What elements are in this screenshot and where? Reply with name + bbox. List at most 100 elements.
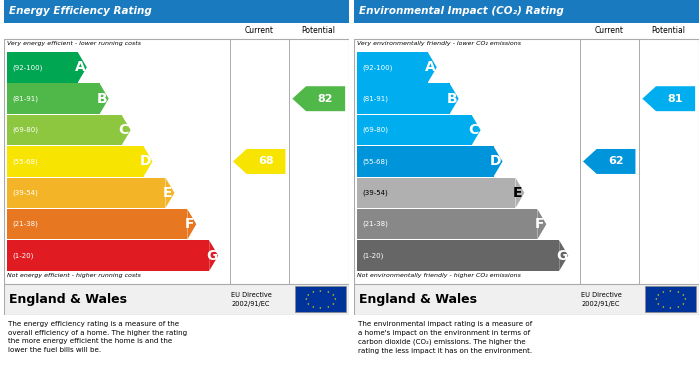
Bar [7, 146, 143, 177]
Polygon shape [122, 115, 131, 145]
Text: Current: Current [595, 26, 624, 35]
Bar [295, 286, 346, 312]
Text: G: G [206, 249, 217, 263]
Bar [357, 240, 559, 271]
Text: G: G [556, 249, 567, 263]
Text: F: F [185, 217, 195, 231]
Polygon shape [643, 86, 695, 111]
Text: ★: ★ [662, 290, 665, 294]
Text: ★: ★ [305, 297, 308, 301]
Text: B: B [97, 92, 107, 106]
Text: ★: ★ [319, 306, 322, 310]
Polygon shape [188, 209, 196, 239]
Polygon shape [559, 240, 568, 271]
Text: (21-38): (21-38) [12, 221, 38, 228]
Text: (92-100): (92-100) [362, 64, 393, 70]
Bar [357, 83, 449, 114]
Polygon shape [449, 83, 459, 114]
Bar [7, 240, 209, 271]
Text: ★: ★ [657, 293, 659, 297]
Text: (1-20): (1-20) [362, 252, 384, 259]
Bar [4, 0, 349, 23]
Text: Energy Efficiency Rating: Energy Efficiency Rating [8, 6, 151, 16]
Text: ★: ★ [682, 293, 685, 297]
Polygon shape [515, 178, 524, 208]
Text: D: D [140, 154, 151, 169]
Bar [357, 115, 472, 145]
Text: ★: ★ [312, 290, 315, 294]
Text: Not environmentally friendly - higher CO₂ emissions: Not environmentally friendly - higher CO… [357, 273, 521, 278]
Text: Very environmentally friendly - lower CO₂ emissions: Very environmentally friendly - lower CO… [357, 41, 521, 46]
Bar [354, 39, 699, 315]
Text: Current: Current [245, 26, 274, 35]
Polygon shape [233, 149, 286, 174]
Text: ★: ★ [655, 297, 658, 301]
Bar [7, 209, 188, 239]
Text: Not energy efficient - higher running costs: Not energy efficient - higher running co… [7, 273, 141, 278]
Text: (81-91): (81-91) [362, 95, 388, 102]
Polygon shape [494, 146, 503, 177]
Text: (92-100): (92-100) [12, 64, 43, 70]
Text: EU Directive
2002/91/EC: EU Directive 2002/91/EC [581, 292, 622, 307]
Bar [7, 115, 122, 145]
Text: C: C [119, 123, 129, 137]
Bar [354, 284, 699, 315]
Text: (81-91): (81-91) [12, 95, 38, 102]
Text: (55-68): (55-68) [12, 158, 38, 165]
Text: ★: ★ [669, 306, 672, 310]
Text: ★: ★ [334, 297, 336, 301]
Text: 81: 81 [668, 94, 683, 104]
Bar [645, 286, 696, 312]
Text: (39-54): (39-54) [12, 190, 38, 196]
Polygon shape [428, 52, 437, 83]
Text: 82: 82 [318, 94, 333, 104]
Text: Environmental Impact (CO₂) Rating: Environmental Impact (CO₂) Rating [358, 6, 564, 16]
Text: ★: ★ [307, 293, 309, 297]
Text: 62: 62 [608, 156, 624, 167]
Bar [4, 39, 349, 315]
Text: ★: ★ [319, 289, 322, 293]
Bar [357, 52, 428, 83]
Text: ★: ★ [676, 305, 679, 309]
Bar [357, 146, 494, 177]
Text: ★: ★ [326, 305, 329, 309]
Text: (69-80): (69-80) [362, 127, 388, 133]
Text: EU Directive
2002/91/EC: EU Directive 2002/91/EC [231, 292, 272, 307]
Polygon shape [78, 52, 87, 83]
Polygon shape [144, 146, 153, 177]
Text: 68: 68 [258, 156, 274, 167]
Text: ★: ★ [307, 301, 309, 306]
Polygon shape [293, 86, 345, 111]
Polygon shape [583, 149, 636, 174]
Text: ★: ★ [682, 301, 685, 306]
Bar [7, 83, 99, 114]
Polygon shape [472, 115, 481, 145]
Text: Very energy efficient - lower running costs: Very energy efficient - lower running co… [7, 41, 141, 46]
Polygon shape [99, 83, 108, 114]
Text: Potential: Potential [302, 26, 336, 35]
Text: A: A [425, 60, 435, 74]
Text: ★: ★ [684, 297, 686, 301]
Bar [7, 178, 165, 208]
Text: ★: ★ [676, 290, 679, 294]
Text: (1-20): (1-20) [12, 252, 34, 259]
Text: E: E [163, 186, 172, 200]
Bar [354, 0, 699, 23]
Text: D: D [490, 154, 501, 169]
Text: E: E [513, 186, 522, 200]
Text: England & Wales: England & Wales [358, 293, 477, 306]
Text: B: B [447, 92, 457, 106]
Text: ★: ★ [326, 290, 329, 294]
Polygon shape [165, 178, 174, 208]
Text: ★: ★ [657, 301, 659, 306]
Text: (21-38): (21-38) [362, 221, 388, 228]
Bar [357, 178, 515, 208]
Text: ★: ★ [662, 305, 665, 309]
Polygon shape [538, 209, 546, 239]
Bar [357, 209, 538, 239]
Polygon shape [209, 240, 218, 271]
Text: ★: ★ [312, 305, 315, 309]
Text: ★: ★ [669, 289, 672, 293]
Bar [4, 284, 349, 315]
Text: (69-80): (69-80) [12, 127, 38, 133]
